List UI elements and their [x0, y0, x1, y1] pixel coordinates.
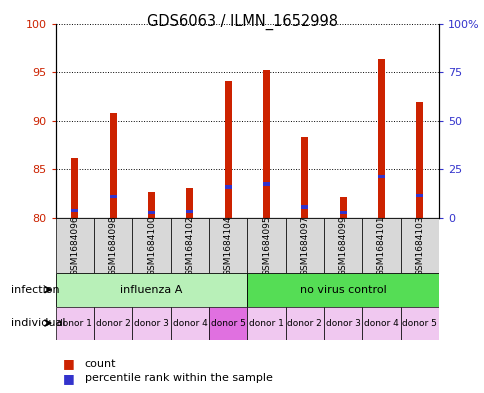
Bar [148, 192, 155, 218]
Bar [186, 188, 193, 218]
Bar [377, 59, 384, 218]
FancyBboxPatch shape [285, 307, 323, 340]
FancyBboxPatch shape [400, 218, 438, 273]
FancyBboxPatch shape [323, 307, 362, 340]
Bar [301, 138, 308, 218]
FancyBboxPatch shape [247, 307, 285, 340]
FancyBboxPatch shape [247, 218, 285, 273]
Text: no virus control: no virus control [299, 285, 386, 295]
FancyBboxPatch shape [94, 218, 132, 273]
FancyBboxPatch shape [170, 218, 209, 273]
Text: GDS6063 / ILMN_1652998: GDS6063 / ILMN_1652998 [147, 14, 337, 30]
Text: GSM1684102: GSM1684102 [185, 215, 194, 276]
Bar [109, 195, 117, 198]
Text: GSM1684095: GSM1684095 [261, 215, 271, 276]
Bar [148, 211, 155, 215]
Text: donor 5: donor 5 [402, 319, 436, 328]
Bar [377, 174, 384, 178]
Text: GSM1684099: GSM1684099 [338, 215, 347, 276]
FancyBboxPatch shape [209, 218, 247, 273]
Bar [224, 81, 231, 218]
FancyBboxPatch shape [209, 307, 247, 340]
Text: GSM1684100: GSM1684100 [147, 215, 156, 276]
Text: individual: individual [11, 318, 65, 328]
Text: GSM1684098: GSM1684098 [108, 215, 118, 276]
FancyBboxPatch shape [94, 307, 132, 340]
Text: donor 3: donor 3 [325, 319, 360, 328]
Text: influenza A: influenza A [120, 285, 182, 295]
Text: donor 1: donor 1 [249, 319, 283, 328]
Text: GSM1684104: GSM1684104 [223, 215, 232, 276]
FancyBboxPatch shape [132, 307, 170, 340]
Text: donor 4: donor 4 [363, 319, 398, 328]
Text: donor 2: donor 2 [287, 319, 321, 328]
Text: GSM1684101: GSM1684101 [376, 215, 385, 276]
Bar [262, 182, 270, 186]
Bar [109, 113, 117, 218]
FancyBboxPatch shape [56, 307, 94, 340]
Text: ■: ■ [63, 357, 75, 370]
Bar [71, 209, 78, 212]
Text: percentile rank within the sample: percentile rank within the sample [85, 373, 272, 383]
Bar [415, 102, 423, 218]
Bar [71, 158, 78, 218]
Text: donor 3: donor 3 [134, 319, 168, 328]
FancyBboxPatch shape [170, 307, 209, 340]
Text: donor 4: donor 4 [172, 319, 207, 328]
Text: donor 5: donor 5 [211, 319, 245, 328]
Bar [224, 185, 231, 189]
Bar [415, 194, 423, 197]
Text: donor 2: donor 2 [96, 319, 130, 328]
FancyBboxPatch shape [56, 273, 247, 307]
FancyBboxPatch shape [247, 273, 438, 307]
Text: GSM1684096: GSM1684096 [70, 215, 79, 276]
Text: GSM1684097: GSM1684097 [300, 215, 309, 276]
FancyBboxPatch shape [362, 218, 400, 273]
FancyBboxPatch shape [56, 218, 94, 273]
Bar [262, 70, 270, 218]
FancyBboxPatch shape [362, 307, 400, 340]
Text: ■: ■ [63, 371, 75, 385]
Bar [339, 197, 346, 218]
Bar [339, 211, 346, 215]
Text: donor 1: donor 1 [58, 319, 92, 328]
FancyBboxPatch shape [132, 218, 170, 273]
FancyBboxPatch shape [400, 307, 438, 340]
Text: infection: infection [11, 285, 59, 295]
Text: count: count [85, 358, 116, 369]
Bar [301, 205, 308, 209]
FancyBboxPatch shape [285, 218, 323, 273]
Text: GSM1684103: GSM1684103 [414, 215, 424, 276]
FancyBboxPatch shape [323, 218, 362, 273]
Bar [186, 210, 193, 213]
